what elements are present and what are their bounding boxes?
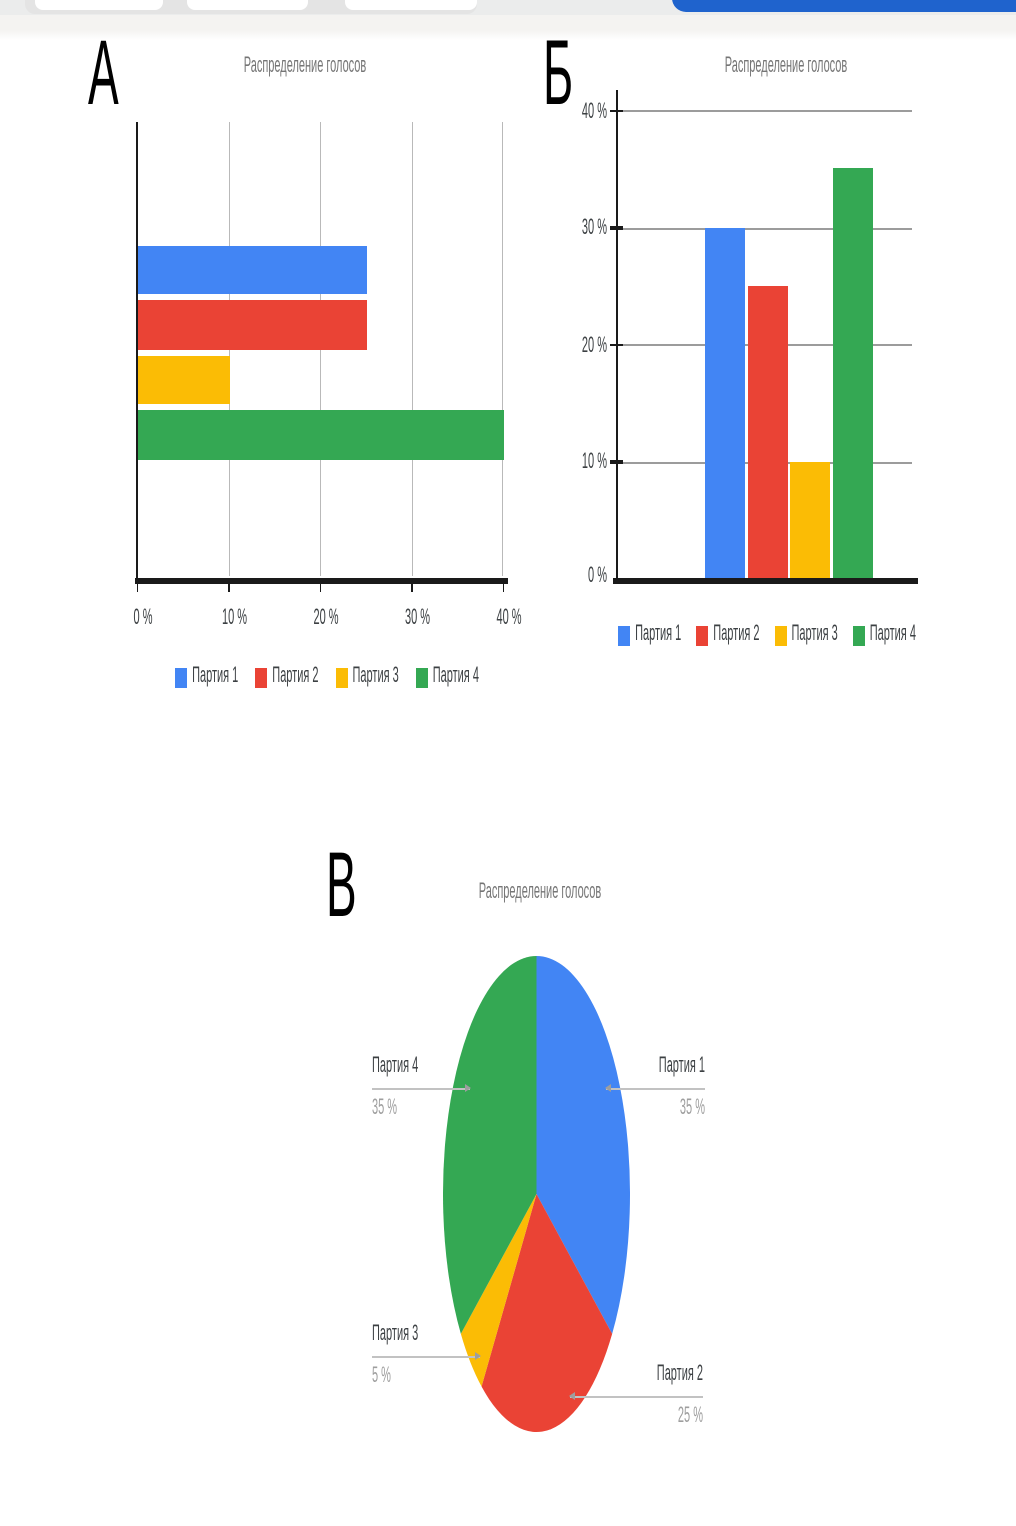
toolbar-pill-1[interactable] bbox=[35, 0, 163, 10]
y-axis-line bbox=[136, 122, 138, 582]
y-tick-label: 40 % bbox=[581, 99, 607, 123]
pie-label-value: 25 % bbox=[677, 1404, 703, 1428]
panel-letter-v: В bbox=[326, 832, 357, 936]
legend-label: Партия 3 bbox=[791, 622, 838, 646]
top-toolbar bbox=[0, 0, 1016, 40]
legend-label: Партия 3 bbox=[352, 664, 399, 688]
chart-b-title: Распределение голосов bbox=[724, 54, 848, 78]
y-tick-label: 20 % bbox=[581, 333, 607, 357]
axis-tick bbox=[502, 584, 504, 592]
y-tick-label: 30 % bbox=[581, 216, 607, 240]
pie-label-partiya-3: Партия 3 5 % bbox=[372, 1322, 481, 1390]
legend: Партия 1 Партия 2 Партия 3 Партия 4 bbox=[617, 622, 917, 648]
bar-partiya-1 bbox=[138, 245, 367, 294]
callout-line bbox=[569, 1392, 703, 1400]
legend-label: Партия 4 bbox=[869, 622, 916, 646]
bar-partiya-2 bbox=[138, 300, 367, 349]
callout-line bbox=[372, 1084, 471, 1092]
legend-swatch bbox=[415, 667, 428, 687]
gridline bbox=[411, 122, 413, 576]
axis-tick bbox=[319, 584, 321, 592]
x-tick-label: 40 % bbox=[496, 606, 522, 630]
pie-label-value: 35 % bbox=[679, 1096, 705, 1120]
y-tick-label: 10 % bbox=[581, 449, 607, 473]
legend-item: Партия 1 bbox=[175, 664, 238, 690]
pie-label-name: Партия 4 bbox=[372, 1054, 419, 1078]
pie-label-name: Партия 3 bbox=[372, 1322, 419, 1346]
legend-swatch bbox=[618, 625, 631, 645]
legend-item: Партия 2 bbox=[696, 622, 760, 648]
bar-chart-vertical bbox=[610, 90, 912, 579]
bar-partiya-4 bbox=[832, 168, 873, 579]
x-tick-label: 20 % bbox=[313, 606, 339, 630]
legend-swatch bbox=[255, 667, 268, 687]
x-tick-label: 30 % bbox=[404, 606, 431, 630]
bar-partiya-3 bbox=[790, 461, 830, 578]
pie-label-name: Партия 2 bbox=[656, 1362, 703, 1386]
pie-slice-partiya-1 bbox=[536, 956, 630, 1334]
gridline bbox=[618, 227, 912, 229]
axis-tick bbox=[411, 584, 413, 592]
legend-label: Партия 4 bbox=[432, 664, 479, 688]
callout-line bbox=[372, 1352, 481, 1360]
legend: Партия 1 Партия 2 Партия 3 Партия 4 bbox=[137, 664, 517, 690]
legend-label: Партия 1 bbox=[635, 622, 682, 646]
legend-item: Партия 4 bbox=[415, 664, 479, 690]
chart-v-title: Распределение голосов bbox=[478, 880, 602, 904]
pie-slice-partiya-4 bbox=[443, 956, 537, 1334]
pie-chart bbox=[443, 956, 630, 1432]
axis-tick bbox=[228, 584, 230, 592]
pie-label-partiya-1: Партия 1 35 % bbox=[605, 1054, 705, 1122]
x-tick-label: 10 % bbox=[221, 606, 248, 630]
legend-item: Партия 3 bbox=[335, 664, 399, 690]
x-axis-line bbox=[135, 577, 508, 584]
toolbar-pill-3[interactable] bbox=[345, 0, 477, 10]
legend-item: Партия 1 bbox=[618, 622, 681, 648]
bar-chart-horizontal bbox=[137, 122, 504, 578]
legend-swatch bbox=[852, 625, 865, 645]
gridline bbox=[618, 110, 912, 112]
bar-partiya-1 bbox=[705, 227, 745, 578]
gridline bbox=[228, 122, 230, 576]
legend-swatch bbox=[175, 667, 188, 687]
gridline bbox=[320, 122, 321, 576]
bar-partiya-2 bbox=[747, 285, 788, 579]
legend-label: Партия 1 bbox=[192, 664, 239, 688]
legend-item: Партия 3 bbox=[774, 622, 838, 648]
bar-partiya-3 bbox=[138, 355, 230, 404]
y-axis-line bbox=[616, 90, 618, 582]
toolbar-pill-2[interactable] bbox=[187, 0, 308, 10]
pie-label-partiya-2: Партия 2 25 % bbox=[569, 1362, 703, 1430]
y-tick-label: 0 % bbox=[588, 564, 607, 588]
bar-partiya-4 bbox=[138, 410, 504, 459]
legend-swatch bbox=[774, 625, 787, 645]
pie-label-name: Партия 1 bbox=[658, 1054, 705, 1078]
panel-letter-a: А bbox=[88, 20, 119, 124]
callout-line bbox=[605, 1084, 705, 1092]
primary-action-button[interactable] bbox=[672, 0, 1016, 12]
panel-letter-b: Б bbox=[543, 20, 574, 124]
legend-label: Партия 2 bbox=[713, 622, 760, 646]
pie-label-value: 5 % bbox=[372, 1364, 391, 1388]
pie-slice-partiya-2 bbox=[481, 1194, 613, 1432]
pie-slice-partiya-3 bbox=[460, 1194, 537, 1387]
legend-label: Партия 2 bbox=[272, 664, 319, 688]
legend-item: Партия 2 bbox=[255, 664, 319, 690]
legend-item: Партия 4 bbox=[852, 622, 916, 648]
x-tick-label: 0 % bbox=[133, 606, 153, 630]
chart-a-title: Распределение голосов bbox=[243, 54, 367, 78]
x-axis-line bbox=[613, 577, 918, 584]
legend-swatch bbox=[696, 625, 709, 645]
pie-label-value: 35 % bbox=[372, 1096, 398, 1120]
gridline bbox=[502, 122, 503, 576]
pie-label-partiya-4: Партия 4 35 % bbox=[372, 1054, 471, 1122]
legend-swatch bbox=[335, 667, 348, 687]
axis-tick bbox=[136, 584, 138, 592]
